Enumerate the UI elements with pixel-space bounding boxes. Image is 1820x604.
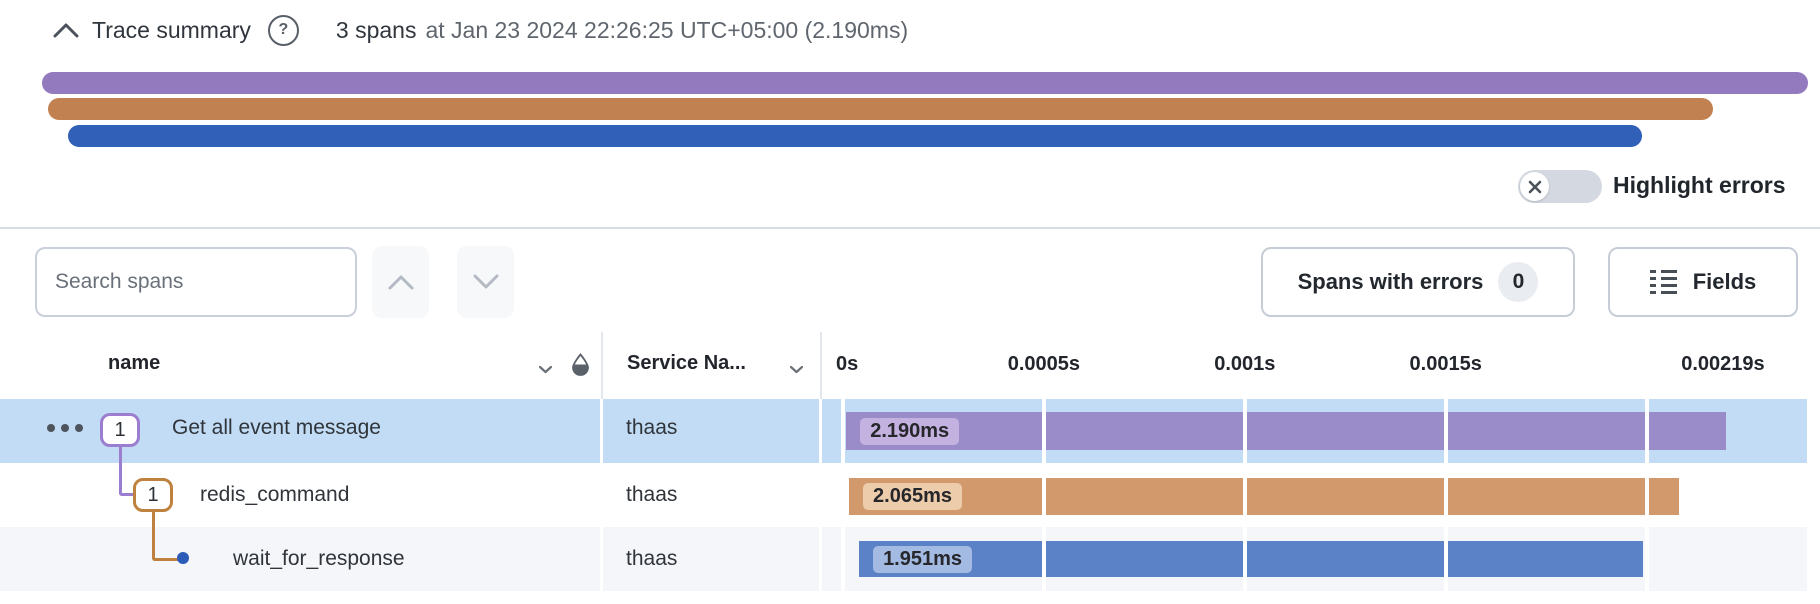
name-sort-chevron-icon[interactable] xyxy=(538,361,553,379)
timeline-gridline xyxy=(1644,399,1649,591)
tree-connector xyxy=(119,447,136,496)
spans-with-errors-button[interactable]: Spans with errors 0 xyxy=(1261,247,1575,317)
column-divider xyxy=(819,399,822,591)
spans-with-errors-label: Spans with errors xyxy=(1297,269,1484,294)
fields-list-icon xyxy=(1649,270,1677,294)
timeline-gridline xyxy=(1041,399,1046,591)
tree-connector xyxy=(152,512,181,561)
highlight-errors-label: Highlight errors xyxy=(1613,172,1786,198)
table-header: name Service Na... 0s 0.0005s 0.001s 0.0… xyxy=(0,332,1820,399)
search-next-button[interactable] xyxy=(457,246,514,318)
service-sort-chevron-icon[interactable] xyxy=(789,361,804,379)
axis-tick-0-00219s: 0.00219s xyxy=(1681,353,1765,375)
search-prev-button[interactable] xyxy=(372,246,429,318)
help-icon[interactable]: ? xyxy=(267,14,299,46)
timeline-gridline xyxy=(1443,399,1448,591)
search-input[interactable] xyxy=(35,247,357,317)
page-title: Trace summary xyxy=(92,16,251,43)
trace-timestamp: at Jan 23 2024 22:26:25 UTC+05:00 (2.190… xyxy=(425,16,909,43)
axis-tick-0-001s: 0.001s xyxy=(1214,353,1276,375)
minimap-bar-redis-command[interactable] xyxy=(48,98,1714,120)
row-actions-menu-icon[interactable] xyxy=(47,424,83,432)
column-divider xyxy=(820,332,822,399)
collapse-badge-2[interactable]: 1 xyxy=(133,478,173,512)
timeline-bar-get-all-event-message[interactable]: 2.190ms xyxy=(846,412,1727,450)
leaf-span-dot xyxy=(177,552,189,564)
minimap-bar-root-span[interactable] xyxy=(42,72,1809,94)
axis-tick-0s: 0s xyxy=(836,353,859,375)
chevron-up-icon xyxy=(388,275,413,290)
duration-chip: 1.951ms xyxy=(873,545,973,573)
span-name[interactable]: redis_command xyxy=(200,483,350,506)
service-name: thaas xyxy=(626,547,678,570)
color-ink-drop-icon[interactable] xyxy=(571,353,590,381)
timeline-bar-redis-command[interactable]: 2.065ms xyxy=(849,478,1679,515)
toggle-knob[interactable] xyxy=(1520,172,1549,201)
timeline-gridline xyxy=(1242,399,1247,591)
timeline-bar-wait-for-response[interactable]: 1.951ms xyxy=(859,541,1643,577)
span-name[interactable]: Get all event message xyxy=(172,416,381,439)
axis-tick-0-0005s: 0.0005s xyxy=(1007,353,1081,375)
chevron-down-icon xyxy=(473,274,498,289)
column-header-name[interactable]: name xyxy=(108,352,161,374)
duration-chip: 2.065ms xyxy=(863,483,962,510)
fields-label: Fields xyxy=(1692,269,1757,294)
duration-chip: 2.190ms xyxy=(860,417,960,445)
section-divider xyxy=(0,227,1820,229)
collapse-chevron-up-icon[interactable] xyxy=(52,16,80,44)
close-icon xyxy=(1528,180,1541,193)
column-divider xyxy=(600,399,603,591)
collapse-badge-1[interactable]: 1 xyxy=(100,413,140,447)
axis-tick-0-0015s: 0.0015s xyxy=(1409,353,1482,375)
timeline-gridline xyxy=(841,399,845,591)
trace-summary-header: Trace summary ? 3 spans at Jan 23 2024 2… xyxy=(52,14,908,46)
fields-button[interactable]: Fields xyxy=(1608,247,1798,317)
span-count: 3 spans xyxy=(335,16,417,43)
service-name: thaas xyxy=(626,416,678,439)
column-divider xyxy=(601,332,603,399)
span-table-rows: 2.190ms 2.065ms 1.951ms 1 Get all event … xyxy=(0,399,1820,591)
error-count-badge: 0 xyxy=(1498,262,1539,302)
minimap-bar-wait-for-response[interactable] xyxy=(68,125,1642,147)
span-name[interactable]: wait_for_response xyxy=(233,547,405,570)
highlight-errors-toggle[interactable] xyxy=(1518,170,1602,203)
column-header-service-name[interactable]: Service Na... xyxy=(627,352,746,374)
service-name: thaas xyxy=(626,483,678,506)
